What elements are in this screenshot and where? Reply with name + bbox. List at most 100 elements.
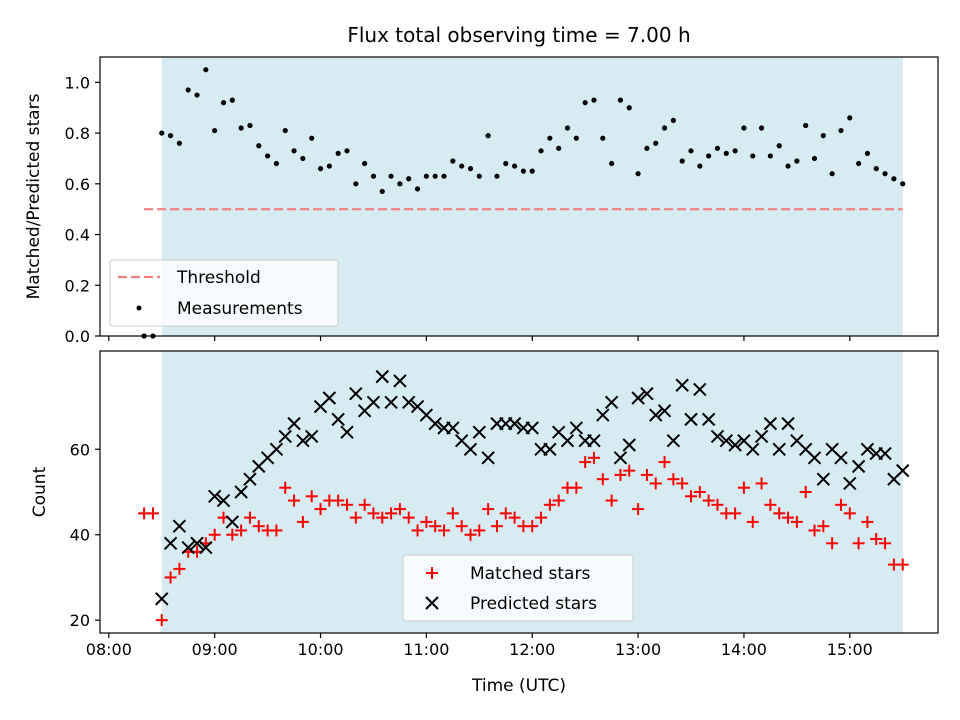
measurement-point xyxy=(247,122,253,129)
legend-threshold-label: Threshold xyxy=(176,268,261,288)
matched-star-point xyxy=(737,481,750,494)
predicted-star-point xyxy=(322,391,337,405)
measurement-point xyxy=(167,133,174,139)
matched-star-point xyxy=(499,507,512,520)
matched-star-point xyxy=(817,520,830,533)
matched-star-point xyxy=(570,481,583,494)
count-legend: Matched stars Predicted stars xyxy=(402,554,634,622)
matched-star-point xyxy=(464,528,477,541)
measurement-point xyxy=(229,97,235,103)
measurement-point xyxy=(838,127,844,134)
matched-star-point xyxy=(676,477,689,490)
measurement-point xyxy=(600,135,606,141)
measurement-point xyxy=(794,158,800,164)
matched-star-point xyxy=(235,524,248,537)
matched-star-point xyxy=(305,490,318,503)
matched-star-point xyxy=(702,494,715,507)
y-tick-label: 0.8 xyxy=(65,124,90,143)
measurement-point xyxy=(785,163,791,169)
predicted-star-point xyxy=(684,412,698,427)
measurement-point xyxy=(282,127,288,134)
matched-star-point xyxy=(155,614,168,627)
predicted-star-point xyxy=(349,387,363,401)
x-tick-label: 13:00 xyxy=(615,640,661,659)
measurement-point xyxy=(194,92,200,98)
predicted-star-point xyxy=(428,416,442,431)
predicted-star-point xyxy=(199,540,213,555)
predicted-star-point xyxy=(269,442,284,456)
matched-star-point xyxy=(773,507,786,520)
predicted-star-point xyxy=(304,429,319,444)
measurement-point xyxy=(203,67,209,73)
predicted-star-point xyxy=(543,442,557,456)
predicted-star-point xyxy=(746,442,760,456)
count-axis-ticks: 08:00 09:00 10:00 11:00 12:00 13:00 14:00 15:00… xyxy=(70,440,873,659)
y-tick-label: 0.6 xyxy=(65,175,90,194)
y-tick-label: 0.4 xyxy=(65,226,90,245)
measurement-point xyxy=(520,168,527,174)
measurement-point xyxy=(617,97,624,103)
measurement-points xyxy=(141,67,906,339)
x-tick-label: 09:00 xyxy=(192,640,238,659)
matched-star-point xyxy=(843,507,856,520)
matched-star-point xyxy=(896,558,909,571)
matched-star-point xyxy=(296,515,309,528)
measurement-point xyxy=(732,148,738,154)
matched-star-point xyxy=(446,507,459,520)
matched-star-point xyxy=(579,456,592,469)
matched-star-point xyxy=(314,503,327,516)
measurement-point xyxy=(803,122,809,129)
matched-star-point xyxy=(376,511,389,524)
matched-star-point xyxy=(729,507,742,520)
measurement-point xyxy=(432,173,438,179)
legend-measurements-label: Measurements xyxy=(177,299,303,319)
x-tick-label: 10:00 xyxy=(297,640,343,659)
predicted-star-point xyxy=(596,408,610,422)
matched-star-point xyxy=(632,503,645,516)
predicted-star-point xyxy=(710,429,725,444)
matched-star-point xyxy=(473,524,486,537)
predicted-star-point xyxy=(816,472,831,486)
matched-star-point xyxy=(552,494,565,507)
matched-star-point xyxy=(596,473,609,486)
matched-star-point xyxy=(861,515,874,528)
predicted-star-point xyxy=(225,515,240,529)
measurement-point xyxy=(653,140,659,146)
predicted-star-point xyxy=(463,442,478,456)
measurement-point xyxy=(758,125,765,131)
measurement-point xyxy=(238,125,244,131)
matched-star-point xyxy=(358,498,371,511)
predicted-star-point xyxy=(243,472,257,486)
matched-star-point xyxy=(711,498,724,511)
measurement-point xyxy=(353,181,359,187)
measurement-point xyxy=(176,140,182,146)
matched-star-point xyxy=(173,562,186,575)
matched-star-point xyxy=(411,524,424,537)
predicted-star-point xyxy=(649,408,663,422)
matched-star-point xyxy=(438,524,451,537)
measurement-point xyxy=(159,130,165,136)
measurement-point xyxy=(706,153,712,159)
legend-predicted-swatch xyxy=(425,596,439,610)
measurement-point xyxy=(900,181,906,187)
legend-measurements-swatch xyxy=(136,305,142,311)
measurement-point xyxy=(362,160,368,167)
measurement-point xyxy=(273,160,280,167)
y-tick-label: 0.0 xyxy=(65,327,90,346)
measurement-point xyxy=(644,145,650,151)
measurement-point xyxy=(212,127,218,134)
measurement-point xyxy=(767,153,774,159)
predicted-star-point xyxy=(216,493,231,508)
matched-star-point xyxy=(535,511,548,524)
matched-star-point xyxy=(349,511,362,524)
matched-star-point xyxy=(782,511,795,524)
measurement-point xyxy=(529,168,535,174)
measurement-point xyxy=(326,163,332,169)
matched-star-point xyxy=(252,520,265,533)
measurement-point xyxy=(873,166,879,172)
measurement-point xyxy=(335,150,341,156)
measurement-point xyxy=(679,158,685,164)
predicted-star-point xyxy=(613,451,628,465)
measurement-point xyxy=(776,143,782,149)
predicted-star-point xyxy=(763,416,778,431)
